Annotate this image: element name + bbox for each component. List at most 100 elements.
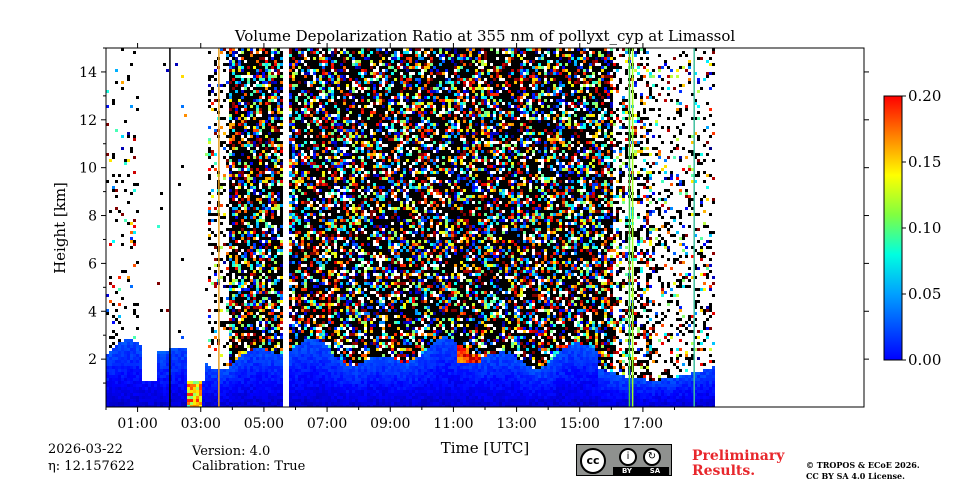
heatmap-cell: [235, 330, 238, 333]
heatmap-cell: [271, 87, 274, 90]
heatmap-cell: [277, 306, 280, 309]
heatmap-cell: [325, 72, 328, 75]
heatmap-cell: [178, 366, 181, 369]
heatmap-cell: [271, 240, 274, 243]
heatmap-cell: [313, 303, 316, 306]
heatmap-cell: [184, 372, 187, 375]
heatmap-cell: [331, 390, 334, 393]
heatmap-cell: [118, 351, 121, 354]
heatmap-cell: [289, 306, 292, 309]
heatmap-cell: [274, 201, 277, 204]
heatmap-cell: [232, 156, 235, 159]
heatmap-cell: [208, 402, 211, 405]
heatmap-cell: [307, 390, 310, 393]
heatmap-cell: [304, 96, 307, 99]
heatmap-cell: [298, 264, 301, 267]
heatmap-cell: [232, 375, 235, 378]
heatmap-cell: [322, 189, 325, 192]
heatmap-cell: [319, 366, 322, 369]
heatmap-cell: [301, 138, 304, 141]
heatmap-cell: [259, 108, 262, 111]
heatmap-cell: [202, 399, 205, 402]
heatmap-cell: [277, 60, 280, 63]
heatmap-cell: [319, 381, 322, 384]
heatmap-cell: [280, 243, 283, 246]
heatmap-cell: [232, 324, 235, 327]
heatmap-cell: [121, 180, 124, 183]
heatmap-cell: [262, 276, 265, 279]
heatmap-cell: [343, 75, 346, 78]
heatmap-cell: [109, 384, 112, 387]
heatmap-cell: [235, 132, 238, 135]
heatmap-cell: [280, 390, 283, 393]
heatmap-cell: [316, 393, 319, 396]
heatmap-cell: [271, 225, 274, 228]
heatmap-cell: [214, 393, 217, 396]
heatmap-cell: [247, 129, 250, 132]
heatmap-cell: [256, 330, 259, 333]
heatmap-cell: [301, 117, 304, 120]
heatmap-cell: [256, 405, 259, 407]
heatmap-cell: [268, 333, 271, 336]
heatmap-cell: [235, 285, 238, 288]
heatmap-cell: [322, 186, 325, 189]
heatmap-cell: [232, 321, 235, 324]
heatmap-cell: [313, 48, 316, 51]
heatmap-cell: [295, 174, 298, 177]
heatmap-cell: [244, 339, 247, 342]
heatmap-cell: [280, 171, 283, 174]
heatmap-cell: [334, 108, 337, 111]
heatmap-cell: [292, 264, 295, 267]
heatmap-cell: [202, 381, 205, 384]
heatmap-cell: [247, 186, 250, 189]
heatmap-cell: [265, 114, 268, 117]
heatmap-cell: [232, 99, 235, 102]
heatmap-cell: [163, 372, 166, 375]
heatmap-cell: [280, 351, 283, 354]
heatmap-cell: [331, 141, 334, 144]
heatmap-cell: [274, 60, 277, 63]
heatmap-cell: [265, 387, 268, 390]
heatmap-cell: [274, 294, 277, 297]
heatmap-cell: [340, 222, 343, 225]
heatmap-cell: [298, 291, 301, 294]
heatmap-cell: [241, 369, 244, 372]
heatmap-cell: [250, 183, 253, 186]
heatmap-cell: [241, 54, 244, 57]
heatmap-cell: [307, 129, 310, 132]
heatmap-cell: [331, 183, 334, 186]
heatmap-cell: [214, 321, 217, 324]
heatmap-cell: [208, 375, 211, 378]
heatmap-cell: [229, 189, 232, 192]
heatmap-cell: [328, 375, 331, 378]
heatmap-cell: [244, 381, 247, 384]
heatmap-cell: [247, 315, 250, 318]
heatmap-cell: [325, 336, 328, 339]
heatmap-cell: [277, 90, 280, 93]
heatmap-cell: [289, 288, 292, 291]
heatmap-cell: [328, 312, 331, 315]
heatmap-cell: [235, 144, 238, 147]
heatmap-cell: [280, 312, 283, 315]
heatmap-cell: [340, 159, 343, 162]
heatmap-cell: [121, 360, 124, 363]
heatmap-cell: [259, 306, 262, 309]
heatmap-cell: [220, 216, 223, 219]
heatmap-cell: [340, 54, 343, 57]
heatmap-cell: [121, 396, 124, 399]
heatmap-cell: [139, 360, 142, 363]
heatmap-cell: [166, 396, 169, 399]
heatmap-cell: [238, 261, 241, 264]
heatmap-cell: [301, 399, 304, 402]
heatmap-cell: [271, 336, 274, 339]
heatmap-cell: [130, 384, 133, 387]
heatmap-cell: [250, 369, 253, 372]
heatmap-cell: [280, 333, 283, 336]
heatmap-cell: [325, 315, 328, 318]
heatmap-cell: [241, 297, 244, 300]
heatmap-cell: [301, 300, 304, 303]
heatmap-cell: [193, 405, 196, 407]
heatmap-cell: [295, 294, 298, 297]
heatmap-cell: [340, 363, 343, 366]
heatmap-cell: [127, 405, 130, 407]
